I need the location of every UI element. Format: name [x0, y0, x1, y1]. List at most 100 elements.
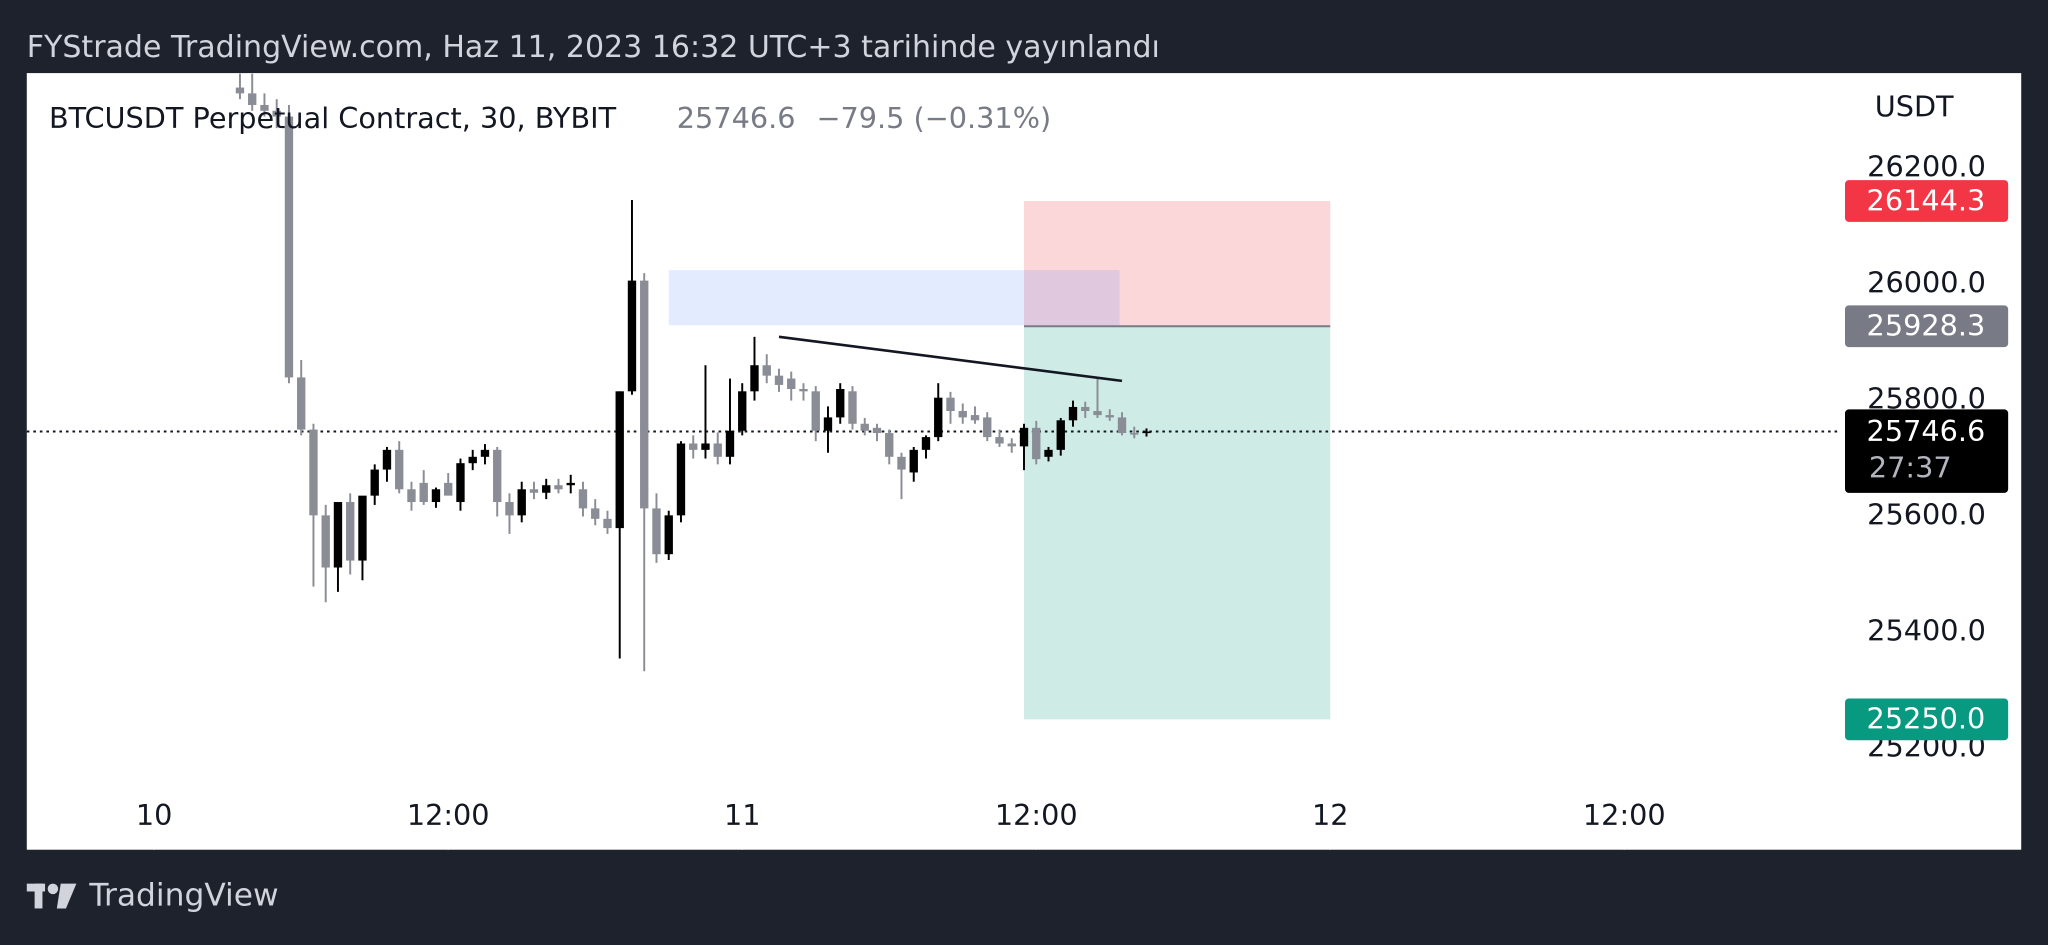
candle-body — [578, 489, 588, 509]
last-price-box — [1845, 409, 2009, 493]
chart-title: BTCUSDT Perpetual Contract, 30, BYBIT — [49, 101, 617, 135]
candle-body — [554, 485, 563, 490]
stop-zone — [1024, 201, 1331, 327]
price-label-box — [1845, 180, 2009, 222]
candle-body — [272, 110, 281, 117]
candle-body — [407, 489, 416, 503]
candle-body — [713, 443, 722, 457]
header: FYStrade TradingView.com, Haz 11, 2023 1… — [27, 30, 1160, 65]
candle-body — [248, 93, 257, 105]
candle-body — [934, 397, 943, 438]
candle-body — [358, 495, 367, 561]
candle-body — [897, 456, 906, 470]
candle-body — [909, 449, 918, 473]
candle-body — [738, 391, 747, 431]
price-label-box — [1845, 698, 2009, 741]
candle-body — [382, 449, 392, 470]
candle-body — [566, 482, 575, 486]
fvg-zone — [668, 270, 1120, 326]
price-label: 26144.3 — [1867, 183, 1986, 217]
candle-body — [1044, 449, 1053, 457]
candle-body — [872, 427, 882, 434]
y-tick-label: 25600.0 — [1867, 498, 1986, 532]
candle-body — [284, 116, 294, 378]
candle-body — [603, 518, 612, 529]
candle-body — [1019, 427, 1029, 447]
candle-body — [1105, 415, 1114, 418]
candle-body — [983, 417, 992, 438]
candle-body — [762, 365, 771, 376]
candle-body — [1142, 431, 1151, 434]
price-label-box — [1845, 305, 2009, 348]
plot: 25200.025400.025600.025800.026000.026200… — [26, 73, 2009, 850]
candle-body — [1081, 406, 1090, 412]
candle-body — [689, 443, 698, 450]
candle-body — [333, 502, 343, 568]
price-label: 25250.0 — [1867, 702, 1986, 736]
candle-body — [946, 397, 955, 412]
candle-body — [725, 430, 735, 457]
candle-body — [1130, 433, 1139, 435]
price-label: 25928.3 — [1867, 309, 1986, 343]
candle-body — [370, 469, 379, 496]
candle-body — [456, 463, 465, 503]
x-tick-label: 11 — [724, 798, 761, 832]
price-change: −79.5 (−0.31%) — [816, 101, 1051, 135]
candle-body — [970, 415, 980, 421]
y-tick-label: 25400.0 — [1867, 613, 1986, 647]
candle-body — [774, 375, 784, 385]
candle-body — [787, 378, 796, 389]
candle-body — [1093, 411, 1102, 416]
candle-body — [640, 280, 649, 509]
target-zone — [1024, 326, 1331, 720]
candle-body — [309, 429, 318, 516]
last-price-axis-label: 25746.6 — [1867, 414, 1986, 448]
candle-body — [235, 87, 245, 94]
candle-body — [995, 437, 1004, 444]
candle-body — [885, 433, 894, 457]
candle-body — [529, 489, 539, 493]
y-tick-label: 26000.0 — [1867, 266, 1986, 300]
y-unit: USDT — [1875, 89, 1954, 123]
candle-body — [823, 417, 833, 431]
candle-body — [836, 388, 845, 418]
candle-body — [1068, 406, 1078, 421]
x-tick-label: 12:00 — [1583, 798, 1666, 832]
candle-body — [664, 515, 673, 555]
last-price: 25746.6 — [677, 101, 796, 135]
candle-body — [811, 391, 820, 431]
candle-body — [297, 377, 306, 430]
candle-body — [480, 449, 490, 457]
candle-body — [1032, 427, 1041, 460]
candle-body — [431, 489, 441, 503]
candle-body — [321, 515, 330, 568]
candle-body — [395, 449, 404, 490]
candle-body — [615, 391, 624, 529]
candle-body — [921, 437, 931, 450]
candle-body — [468, 456, 477, 464]
footer-brand: TradingView — [88, 878, 278, 914]
candle-body — [444, 482, 453, 496]
candle-body — [750, 365, 759, 392]
x-tick-label: 10 — [136, 798, 173, 832]
candle-body — [1007, 443, 1016, 447]
x-tick-label: 12:00 — [995, 798, 1078, 832]
candle-body — [652, 508, 661, 555]
x-tick-label: 12:00 — [407, 798, 490, 832]
y-tick-label: 26200.0 — [1867, 150, 1986, 184]
candle-body — [542, 485, 551, 493]
countdown: 27:37 — [1869, 450, 1952, 484]
candle-body — [1056, 420, 1065, 450]
candle-body — [1117, 417, 1127, 434]
logo — [26, 883, 77, 909]
trendline — [778, 335, 1123, 383]
candle-body — [627, 280, 637, 392]
candle-body — [958, 411, 967, 418]
candle-body — [860, 423, 869, 431]
x-tick-label: 12 — [1312, 798, 1349, 832]
candle-body — [701, 443, 710, 450]
candle-body — [346, 502, 355, 561]
candle-body — [799, 388, 808, 392]
candle-body — [505, 502, 514, 516]
